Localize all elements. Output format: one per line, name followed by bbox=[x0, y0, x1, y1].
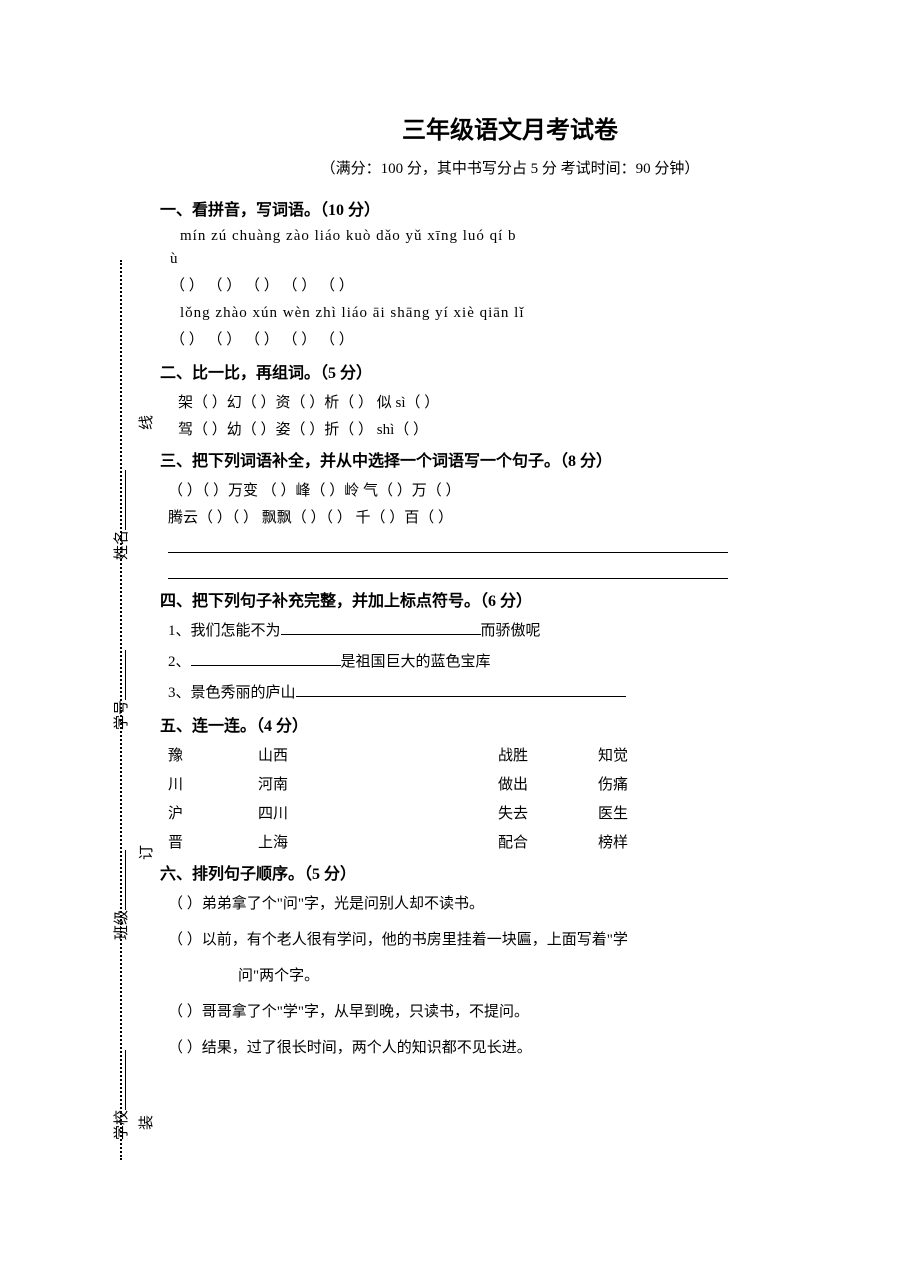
q5-heading: 五、连一连。（4 分） bbox=[160, 712, 860, 736]
q3-row2[interactable]: 腾云（ ）（ ） 飘飘（ ）（ ） 千（ ）百（ ） bbox=[168, 506, 860, 527]
q5-r3-a: 晋 bbox=[168, 831, 258, 852]
q5-r1-c: 做出 bbox=[498, 773, 598, 794]
q4-line2-blank[interactable] bbox=[191, 665, 341, 666]
class-blank[interactable] bbox=[111, 850, 126, 910]
zhuang-marker: 装 bbox=[135, 1115, 156, 1130]
q4-line1[interactable]: 1、我们怎能不为 而骄傲呢 bbox=[168, 619, 860, 640]
exam-subtitle: （满分：100 分，其中书写分占 5 分 考试时间：90 分钟） bbox=[160, 157, 860, 178]
q5-row-3[interactable]: 晋 上海 配合 榜样 bbox=[168, 831, 860, 852]
id-label: 学号 bbox=[114, 700, 130, 730]
q5-r2-b: 四川 bbox=[258, 802, 498, 823]
q5-r1-d: 伤痛 bbox=[598, 773, 678, 794]
q4-line1-blank[interactable] bbox=[281, 634, 481, 635]
q5-r1-b: 河南 bbox=[258, 773, 498, 794]
q5-row-1[interactable]: 川 河南 做出 伤痛 bbox=[168, 773, 860, 794]
q3-row1[interactable]: （ ）（ ）万变 （ ）峰（ ）岭 气（ ）万（ ） bbox=[168, 479, 860, 500]
main-content: 三年级语文月考试卷 （满分：100 分，其中书写分占 5 分 考试时间：90 分… bbox=[160, 110, 860, 1072]
q5-r2-d: 医生 bbox=[598, 802, 678, 823]
xian-char: 线 bbox=[139, 415, 155, 430]
name-label-group: 姓名 bbox=[110, 470, 131, 560]
q5-r0-b: 山西 bbox=[258, 744, 498, 765]
q5-r2-a: 沪 bbox=[168, 802, 258, 823]
id-label-group: 学号 bbox=[110, 650, 131, 730]
xian-marker: 线 bbox=[135, 415, 156, 430]
q4-line3[interactable]: 3、景色秀丽的庐山 bbox=[168, 681, 860, 702]
school-label: 学校 bbox=[114, 1110, 130, 1140]
q5-r3-d: 榜样 bbox=[598, 831, 678, 852]
ding-marker: 订 bbox=[135, 845, 156, 860]
q1-row1-pinyin: mín zú chuàng zào liáo kuò dǎo yǔ xīng l… bbox=[180, 228, 860, 245]
q6-line-3[interactable]: （ ）哥哥拿了个"学"字，从早到晚，只读书，不提问。 bbox=[168, 1000, 860, 1024]
q6-line-1[interactable]: （ ）以前，有个老人很有学问，他的书房里挂着一块匾，上面写着"学 bbox=[168, 928, 860, 952]
name-blank[interactable] bbox=[111, 470, 126, 530]
q1-row1-paren[interactable]: （ ） （ ） （ ） （ ） （ ） bbox=[170, 274, 860, 295]
q2-row1[interactable]: 架（ ）幻（ ）资（ ）析（ ） 似 sì（ ） bbox=[178, 391, 860, 412]
q6-heading: 六、排列句子顺序。（5 分） bbox=[160, 860, 860, 884]
school-label-group: 学校 bbox=[110, 1050, 131, 1140]
q3-heading: 三、把下列词语补全，并从中选择一个词语写一个句子。（8 分） bbox=[160, 447, 860, 471]
q4-heading: 四、把下列句子补充完整，并加上标点符号。（6 分） bbox=[160, 587, 860, 611]
binding-column: 学校 装 班级 订 学号 姓名 线 bbox=[80, 260, 130, 1160]
name-label: 姓名 bbox=[114, 530, 130, 560]
q5-r0-a: 豫 bbox=[168, 744, 258, 765]
q4-line2[interactable]: 2、 是祖国巨大的蓝色宝库 bbox=[168, 650, 860, 671]
q3-sentence-blank-2[interactable] bbox=[168, 559, 728, 579]
q5-r0-c: 战胜 bbox=[498, 744, 598, 765]
q3-sentence-blank-1[interactable] bbox=[168, 533, 728, 553]
q1-row1-extra: ù bbox=[170, 251, 860, 268]
q2-heading: 二、比一比，再组词。（5 分） bbox=[160, 359, 860, 383]
q6-line-0[interactable]: （ ）弟弟拿了个"问"字，光是问别人却不读书。 bbox=[168, 892, 860, 916]
q5-row-0[interactable]: 豫 山西 战胜 知觉 bbox=[168, 744, 860, 765]
q5-r2-c: 失去 bbox=[498, 802, 598, 823]
q4-line1-a: 1、我们怎能不为 bbox=[168, 623, 281, 639]
q6-line-4[interactable]: （ ）结果，过了很长时间，两个人的知识都不见长进。 bbox=[168, 1036, 860, 1060]
zhuang-char: 装 bbox=[139, 1115, 155, 1130]
q5-r1-a: 川 bbox=[168, 773, 258, 794]
q4-line3-a: 3、景色秀丽的庐山 bbox=[168, 685, 296, 701]
exam-title: 三年级语文月考试卷 bbox=[160, 110, 860, 145]
school-blank[interactable] bbox=[111, 1050, 126, 1110]
class-label: 班级 bbox=[114, 910, 130, 940]
q1-row2-pinyin: lǒng zhào xún wèn zhì liáo āi shāng yí x… bbox=[180, 305, 860, 322]
class-label-group: 班级 bbox=[110, 850, 131, 940]
q4-line3-blank[interactable] bbox=[296, 696, 626, 697]
q1-heading: 一、看拼音，写词语。（10 分） bbox=[160, 196, 860, 220]
q4-line1-b: 而骄傲呢 bbox=[481, 623, 541, 639]
q5-r3-c: 配合 bbox=[498, 831, 598, 852]
ding-char: 订 bbox=[139, 845, 155, 860]
id-blank[interactable] bbox=[111, 650, 126, 700]
q5-row-2[interactable]: 沪 四川 失去 医生 bbox=[168, 802, 860, 823]
q6-line-2: 问"两个字。 bbox=[168, 964, 860, 988]
q4-line2-a: 2、 bbox=[168, 654, 191, 670]
q4-line2-b: 是祖国巨大的蓝色宝库 bbox=[341, 654, 491, 670]
q1-row2-paren[interactable]: （ ） （ ） （ ） （ ） （ ） bbox=[170, 328, 860, 349]
q5-r3-b: 上海 bbox=[258, 831, 498, 852]
q2-row2[interactable]: 驾（ ）幼（ ）姿（ ）折（ ） shì（ ） bbox=[178, 418, 860, 439]
q5-r0-d: 知觉 bbox=[598, 744, 678, 765]
